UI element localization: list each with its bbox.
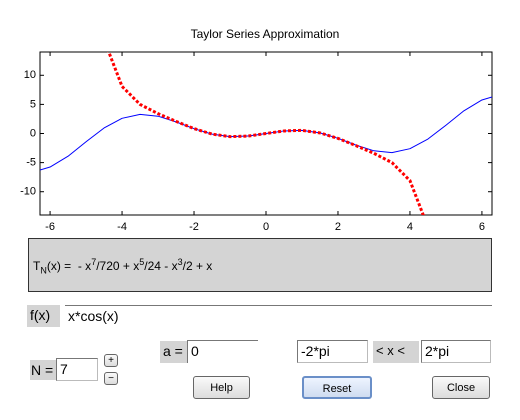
x-tick-label: 4: [407, 221, 413, 230]
x-max-input[interactable]: 2*pi: [421, 340, 491, 363]
close-button[interactable]: Close: [432, 376, 490, 399]
formula-part: N: [40, 265, 47, 276]
y-tick-label: -10: [20, 186, 36, 198]
y-tick-label: -5: [26, 157, 36, 169]
formula-part: T: [33, 259, 41, 273]
x-min-input[interactable]: -2*pi: [297, 340, 368, 363]
chart: Taylor Series Approximation -6 -4 -2 0 2 4 6 -1…: [20, 27, 493, 230]
n-input[interactable]: 7: [56, 358, 98, 381]
x-tick-label: 6: [479, 221, 485, 230]
x-tick-label: 0: [263, 221, 269, 230]
formula-part: (x) = - x: [46, 259, 92, 273]
increase-button[interactable]: +: [104, 354, 118, 367]
x-tick-label: -2: [189, 221, 199, 230]
formula-panel: TN(x) = - x7/720 + x5/24 - x3/2 + x: [28, 238, 492, 292]
taylor-line: [107, 52, 425, 215]
x-tick-label: -6: [45, 221, 55, 230]
x-tick-label: -4: [117, 221, 127, 230]
formula-part: 7: [91, 257, 97, 267]
n-label: N =: [30, 360, 56, 380]
x-tick-label: 2: [335, 221, 341, 230]
decrease-button[interactable]: −: [104, 372, 118, 385]
formula-part: 3: [177, 257, 183, 267]
formula-part: /24 - x: [144, 259, 178, 273]
formula-part: /2 + x: [182, 259, 213, 273]
reset-button[interactable]: Reset: [302, 376, 372, 399]
fx-label: f(x): [27, 305, 60, 327]
formula-part: 5: [139, 257, 145, 267]
y-tick-label: 5: [30, 98, 36, 110]
plot-area: [40, 52, 492, 215]
y-tick-label: 0: [30, 127, 36, 139]
help-button[interactable]: Help: [193, 376, 250, 399]
a-label: a =: [160, 341, 187, 363]
fx-input[interactable]: x*cos(x): [65, 305, 492, 327]
a-input[interactable]: 0: [187, 340, 258, 363]
x-range-label: < x <: [373, 341, 419, 363]
y-tick-label: 10: [24, 69, 36, 81]
formula-part: /720 + x: [96, 259, 140, 273]
chart-title: Taylor Series Approximation: [191, 27, 340, 41]
